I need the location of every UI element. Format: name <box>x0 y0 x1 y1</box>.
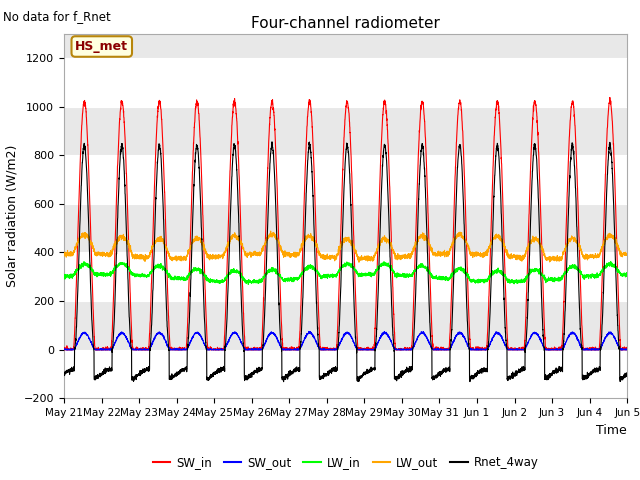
Bar <box>64 155 627 204</box>
Text: HS_met: HS_met <box>76 40 128 53</box>
Text: No data for f_Rnet: No data for f_Rnet <box>3 10 111 23</box>
X-axis label: Time: Time <box>596 424 627 437</box>
Y-axis label: Solar radiation (W/m2): Solar radiation (W/m2) <box>5 145 18 287</box>
Title: Four-channel radiometer: Four-channel radiometer <box>251 16 440 31</box>
Legend: SW_in, SW_out, LW_in, LW_out, Rnet_4way: SW_in, SW_out, LW_in, LW_out, Rnet_4way <box>148 452 543 474</box>
Bar <box>64 252 627 301</box>
Bar <box>64 58 627 107</box>
Bar <box>64 350 627 398</box>
